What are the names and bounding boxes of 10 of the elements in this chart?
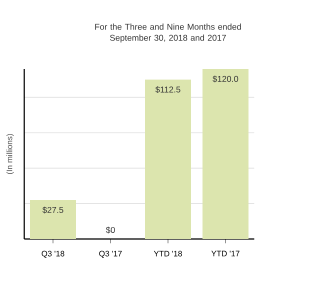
data-label: $120.0 (212, 76, 238, 82)
data-label: $112.5 (155, 86, 180, 94)
y-axis-title: (In millions) (6, 134, 14, 174)
data-label: $27.5 (42, 206, 64, 214)
data-label: $0 (106, 226, 115, 234)
x-tick-label: Q3 '18 (42, 250, 64, 258)
chart-title: For the Three and Nine Months ended September 30, 2018 and 2017 (95, 24, 241, 42)
x-tick-label: Q3 '17 (99, 250, 122, 258)
x-tick-label: YTD '18 (154, 250, 182, 256)
x-tick-label: YTD '17 (211, 250, 240, 256)
